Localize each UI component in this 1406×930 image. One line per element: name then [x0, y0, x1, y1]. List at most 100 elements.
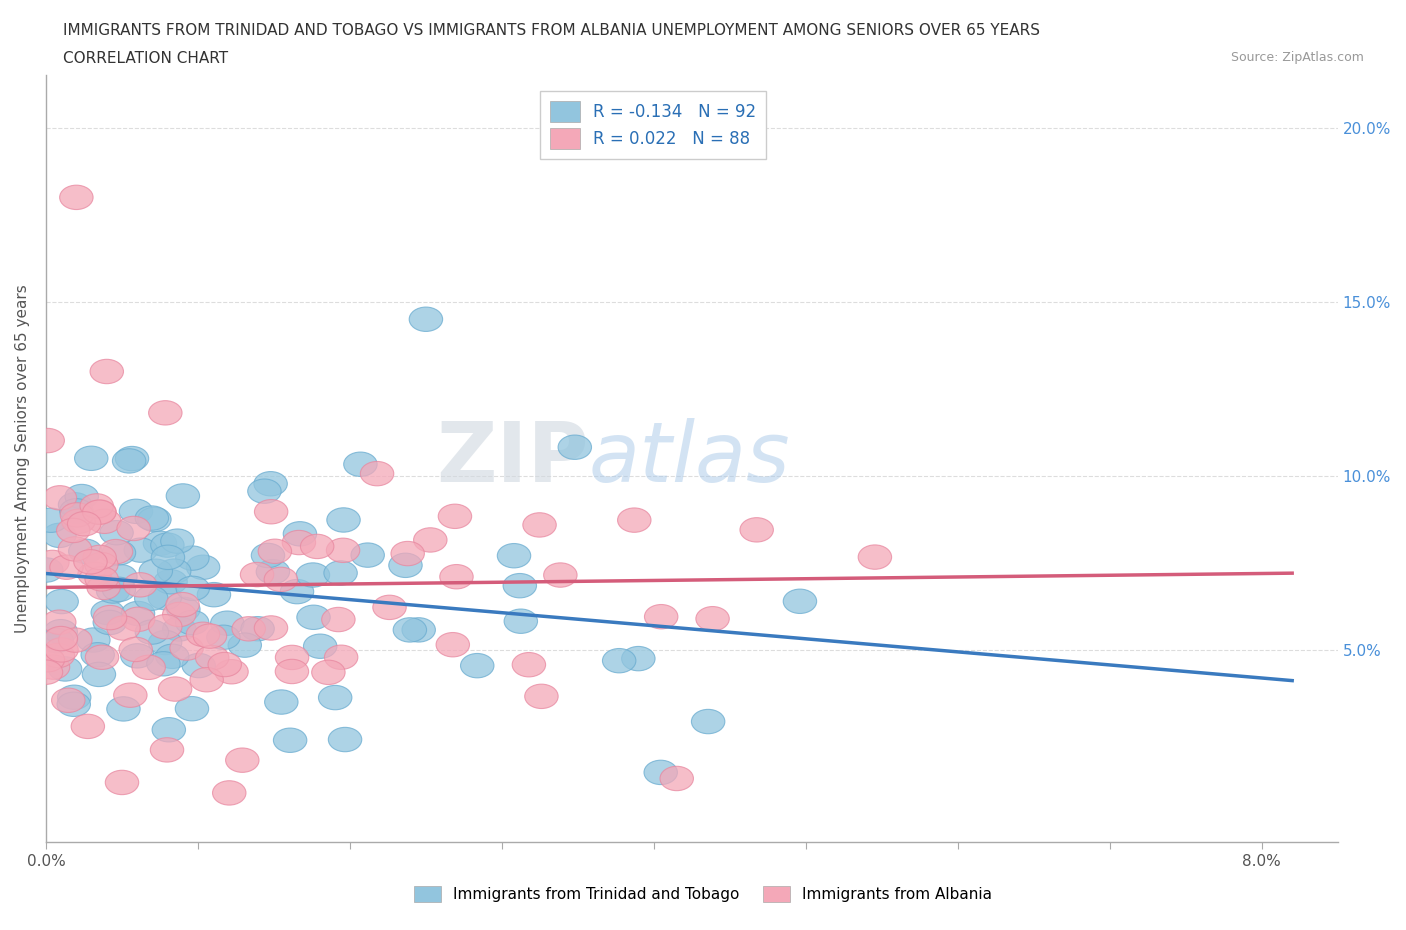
- Ellipse shape: [176, 577, 209, 601]
- Ellipse shape: [409, 307, 443, 331]
- Ellipse shape: [69, 539, 103, 564]
- Ellipse shape: [75, 446, 108, 471]
- Ellipse shape: [193, 624, 226, 648]
- Ellipse shape: [163, 617, 195, 641]
- Ellipse shape: [45, 638, 79, 662]
- Ellipse shape: [323, 561, 357, 585]
- Ellipse shape: [197, 582, 231, 607]
- Ellipse shape: [77, 562, 111, 587]
- Ellipse shape: [544, 563, 576, 587]
- Ellipse shape: [783, 589, 817, 614]
- Ellipse shape: [132, 655, 166, 680]
- Ellipse shape: [139, 559, 173, 583]
- Ellipse shape: [37, 655, 70, 679]
- Ellipse shape: [45, 590, 79, 614]
- Ellipse shape: [211, 611, 245, 635]
- Ellipse shape: [329, 727, 361, 751]
- Ellipse shape: [59, 498, 93, 523]
- Ellipse shape: [240, 617, 274, 641]
- Ellipse shape: [280, 579, 314, 604]
- Ellipse shape: [858, 545, 891, 569]
- Ellipse shape: [73, 550, 107, 574]
- Ellipse shape: [82, 662, 115, 686]
- Ellipse shape: [215, 659, 249, 684]
- Ellipse shape: [167, 597, 200, 621]
- Ellipse shape: [58, 685, 91, 710]
- Ellipse shape: [498, 543, 530, 568]
- Ellipse shape: [254, 499, 288, 524]
- Ellipse shape: [59, 185, 93, 209]
- Ellipse shape: [41, 644, 75, 668]
- Ellipse shape: [100, 521, 134, 545]
- Ellipse shape: [42, 524, 76, 548]
- Ellipse shape: [103, 540, 135, 565]
- Ellipse shape: [77, 628, 110, 652]
- Ellipse shape: [391, 541, 425, 565]
- Ellipse shape: [402, 618, 436, 642]
- Ellipse shape: [114, 683, 148, 708]
- Ellipse shape: [31, 647, 65, 672]
- Ellipse shape: [256, 560, 290, 584]
- Ellipse shape: [91, 601, 125, 625]
- Ellipse shape: [352, 543, 384, 567]
- Ellipse shape: [176, 546, 209, 570]
- Ellipse shape: [52, 688, 84, 712]
- Ellipse shape: [34, 508, 67, 533]
- Ellipse shape: [149, 615, 181, 639]
- Ellipse shape: [228, 633, 262, 658]
- Ellipse shape: [389, 553, 422, 578]
- Ellipse shape: [247, 479, 281, 503]
- Ellipse shape: [150, 533, 184, 557]
- Ellipse shape: [83, 500, 115, 525]
- Ellipse shape: [67, 512, 101, 536]
- Legend: Immigrants from Trinidad and Tobago, Immigrants from Albania: Immigrants from Trinidad and Tobago, Imm…: [408, 880, 998, 909]
- Ellipse shape: [86, 645, 118, 670]
- Ellipse shape: [187, 555, 219, 579]
- Ellipse shape: [107, 697, 141, 721]
- Ellipse shape: [49, 555, 83, 579]
- Ellipse shape: [100, 539, 132, 564]
- Ellipse shape: [659, 766, 693, 790]
- Ellipse shape: [93, 605, 127, 630]
- Y-axis label: Unemployment Among Seniors over 65 years: Unemployment Among Seniors over 65 years: [15, 285, 30, 633]
- Ellipse shape: [153, 569, 187, 594]
- Ellipse shape: [42, 610, 76, 634]
- Ellipse shape: [72, 714, 104, 738]
- Ellipse shape: [322, 607, 356, 631]
- Ellipse shape: [159, 677, 191, 701]
- Ellipse shape: [156, 644, 188, 669]
- Ellipse shape: [44, 619, 77, 644]
- Ellipse shape: [160, 529, 194, 553]
- Ellipse shape: [120, 637, 152, 661]
- Ellipse shape: [146, 652, 180, 676]
- Ellipse shape: [115, 446, 149, 471]
- Ellipse shape: [31, 429, 65, 453]
- Ellipse shape: [93, 610, 127, 634]
- Ellipse shape: [83, 545, 117, 569]
- Ellipse shape: [276, 659, 309, 684]
- Ellipse shape: [83, 499, 117, 525]
- Ellipse shape: [394, 618, 426, 642]
- Ellipse shape: [84, 552, 118, 577]
- Ellipse shape: [254, 616, 288, 640]
- Ellipse shape: [276, 645, 309, 670]
- Ellipse shape: [181, 654, 215, 678]
- Ellipse shape: [84, 566, 118, 591]
- Ellipse shape: [121, 607, 155, 631]
- Text: ZIP: ZIP: [436, 418, 589, 499]
- Ellipse shape: [190, 668, 224, 692]
- Ellipse shape: [259, 539, 291, 564]
- Ellipse shape: [644, 604, 678, 629]
- Ellipse shape: [740, 518, 773, 542]
- Ellipse shape: [44, 627, 77, 651]
- Ellipse shape: [602, 648, 636, 673]
- Ellipse shape: [150, 737, 184, 762]
- Ellipse shape: [124, 538, 157, 563]
- Ellipse shape: [138, 507, 172, 532]
- Ellipse shape: [195, 645, 229, 670]
- Ellipse shape: [149, 631, 181, 655]
- Ellipse shape: [297, 605, 330, 630]
- Ellipse shape: [617, 508, 651, 532]
- Ellipse shape: [558, 435, 592, 459]
- Ellipse shape: [318, 685, 352, 710]
